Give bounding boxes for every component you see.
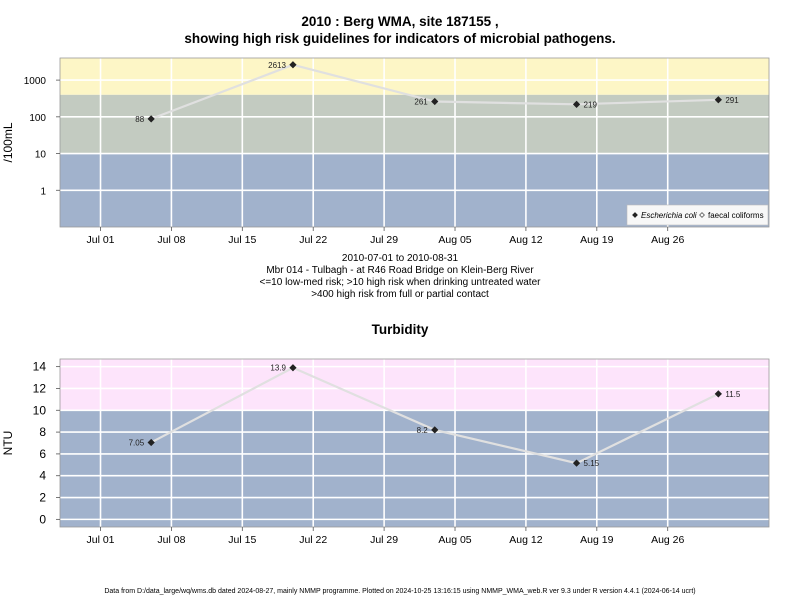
chart1-x-tick-label: Aug 12 bbox=[509, 234, 542, 246]
chart1-data-label: 291 bbox=[725, 96, 739, 105]
chart2-y-tick-label: 14 bbox=[33, 360, 47, 374]
chart1-data-point bbox=[572, 100, 581, 108]
chart2-x-tick-label: Jul 22 bbox=[299, 534, 327, 546]
chart1-y-tick-label: 100 bbox=[29, 113, 46, 124]
chart2-x-tick-label: Jul 08 bbox=[157, 534, 185, 546]
legend-marker-icon bbox=[632, 212, 638, 218]
chart1-x-tick-label: Aug 05 bbox=[438, 234, 471, 246]
chart2-y-tick-label: 2 bbox=[39, 491, 46, 505]
chart1-risk-band-1 bbox=[60, 94, 769, 154]
chart2-risk-band-1 bbox=[60, 359, 769, 411]
chart1-risk-band-2 bbox=[60, 58, 769, 95]
chart1-y-axis-title: /100mL bbox=[1, 122, 15, 162]
chart2-risk-band-0 bbox=[60, 410, 769, 527]
chart1-y-tick-label: 10 bbox=[35, 150, 47, 161]
chart1-data-label: 88 bbox=[135, 115, 144, 124]
chart1-data-point bbox=[714, 96, 722, 104]
chart2-x-tick-label: Aug 12 bbox=[509, 534, 542, 546]
chart2-data-label: 8.2 bbox=[417, 426, 429, 435]
chart2-title: Turbidity bbox=[371, 322, 429, 337]
chart2-x-tick-label: Aug 26 bbox=[651, 534, 684, 546]
chart2-y-tick-label: 6 bbox=[39, 447, 46, 461]
chart1-data-label: 261 bbox=[414, 98, 428, 107]
chart2-x-tick-label: Aug 19 bbox=[580, 534, 613, 546]
footer-note: Data from D:/data_large/wq/wms.db dated … bbox=[104, 588, 696, 595]
chart1-x-tick-label: Jul 15 bbox=[228, 234, 256, 246]
chart2-data-label: 7.05 bbox=[129, 438, 145, 447]
chart1-x-tick-label: Aug 19 bbox=[580, 234, 613, 246]
legend-marker-icon bbox=[699, 212, 705, 218]
chart1-guideline-drinking: <=10 low-med risk; >10 high risk when dr… bbox=[259, 277, 541, 288]
chart1-title-line1: 2010 : Berg WMA, site 187155 , bbox=[301, 14, 499, 29]
chart2-data-label: 13.9 bbox=[270, 364, 286, 373]
chart2-y-tick-label: 12 bbox=[33, 381, 47, 395]
chart1-data-point bbox=[431, 97, 439, 106]
chart2-data-label: 5.15 bbox=[584, 459, 600, 468]
chart1-y-tick-label: 1000 bbox=[24, 76, 47, 87]
legend-box bbox=[626, 204, 769, 226]
chart2-data-point bbox=[572, 459, 581, 467]
chart1-info: 2010-07-01 to 2010-08-31 Mbr 014 - Tulba… bbox=[0, 253, 800, 301]
chart2-y-tick-label: 10 bbox=[33, 403, 47, 417]
chart2-y-tick-label: 8 bbox=[39, 425, 46, 439]
chart1-x-tick-label: Jul 29 bbox=[370, 234, 398, 246]
chart2-data-label: 11.5 bbox=[725, 390, 741, 399]
chart1-data-label: 2613 bbox=[268, 61, 286, 70]
chart1-y-tick-label: 1 bbox=[40, 186, 46, 197]
chart2-x-tick-label: Jul 15 bbox=[228, 534, 256, 546]
chart1-data-point bbox=[147, 115, 155, 123]
chart2-y-tick-label: 4 bbox=[39, 469, 46, 483]
chart1-title-line2: showing high risk guidelines for indicat… bbox=[184, 31, 616, 46]
chart2-x-tick-label: Jul 29 bbox=[370, 534, 398, 546]
chart1-data-label: 219 bbox=[584, 100, 598, 109]
chart1-x-tick-label: Jul 08 bbox=[157, 234, 185, 246]
chart2-x-tick-label: Jul 01 bbox=[86, 534, 114, 546]
chart1-site-description: Mbr 014 - Tulbagh - at R46 Road Bridge o… bbox=[266, 265, 534, 276]
chart2-data-point bbox=[147, 438, 155, 447]
chart1-x-tick-label: Jul 01 bbox=[86, 234, 114, 246]
chart2-data-point bbox=[289, 364, 297, 372]
legend-entry-label: faecal coliforms bbox=[708, 211, 764, 220]
chart2-x-tick-label: Aug 05 bbox=[438, 534, 471, 546]
chart1-x-tick-label: Aug 26 bbox=[651, 234, 684, 246]
legend-entry-label: Escherichia coli bbox=[641, 211, 697, 220]
chart2-data-point bbox=[714, 390, 722, 398]
chart1-date-range: 2010-07-01 to 2010-08-31 bbox=[341, 253, 459, 264]
chart1-plot-frame bbox=[59, 57, 770, 228]
chart2-y-axis-title: NTU bbox=[1, 431, 15, 456]
chart2-data-point bbox=[431, 426, 439, 434]
chart1-data-point bbox=[289, 61, 297, 69]
chart1-guideline-contact: >400 high risk from full or partial cont… bbox=[311, 289, 489, 300]
chart2-plot-frame bbox=[59, 358, 770, 528]
chart2-y-tick-label: 0 bbox=[39, 512, 46, 526]
chart1-x-tick-label: Jul 22 bbox=[299, 234, 327, 246]
